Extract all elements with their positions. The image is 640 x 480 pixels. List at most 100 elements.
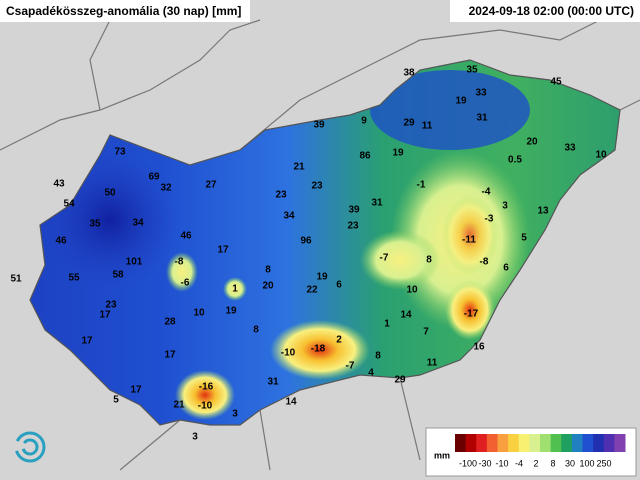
station-value: 3: [502, 201, 508, 212]
station-value: 10: [595, 150, 607, 161]
station-value: 22: [306, 285, 318, 296]
station-value: 29: [394, 375, 406, 386]
title-box: [0, 0, 250, 22]
station-value: -10: [198, 401, 213, 412]
station-value: 7: [423, 327, 429, 338]
station-value: 17: [99, 310, 111, 321]
station-value: 10: [193, 308, 205, 319]
station-value: 46: [55, 236, 67, 247]
station-value: 10: [406, 285, 418, 296]
station-value: 4: [368, 368, 374, 379]
station-value: -16: [199, 382, 214, 393]
legend-swatch: [518, 434, 530, 452]
timestamp: 2024-09-18 02:00 (00:00 UTC): [469, 4, 634, 18]
station-value: -8: [175, 257, 184, 268]
station-value: 69: [148, 172, 160, 183]
station-value: 3: [232, 409, 238, 420]
station-value: 29: [403, 118, 415, 129]
station-value: 23: [275, 190, 287, 201]
station-value: -7: [380, 253, 389, 264]
legend-label: -10: [495, 458, 508, 468]
station-value: 35: [466, 65, 478, 76]
station-value: 31: [476, 113, 488, 124]
station-value: 3: [192, 432, 198, 443]
station-value: 58: [112, 270, 124, 281]
station-value: 39: [348, 205, 360, 216]
legend-swatch: [593, 434, 605, 452]
station-value: 11: [427, 358, 438, 369]
station-value: 31: [267, 377, 279, 388]
station-value: 27: [205, 180, 217, 191]
station-value: 8: [375, 351, 381, 362]
title: Csapadékösszeg-anomália (30 nap) [mm]: [6, 4, 241, 18]
legend-label: 30: [565, 458, 575, 468]
station-value: 19: [316, 272, 328, 283]
legend-swatch: [455, 434, 467, 452]
legend-label: -30: [478, 458, 491, 468]
station-value: 23: [347, 221, 359, 232]
station-value: 96: [300, 236, 312, 247]
station-value: 33: [564, 143, 576, 154]
legend-swatch: [571, 434, 583, 452]
station-value: 21: [293, 162, 305, 173]
station-value: 6: [336, 280, 342, 291]
station-value: -17: [464, 309, 479, 320]
station-value: 43: [53, 179, 65, 190]
station-value: 5: [521, 233, 527, 244]
station-value: 17: [81, 336, 93, 347]
timestamp-box: [450, 0, 640, 22]
station-value: 45: [550, 77, 562, 88]
station-value: 46: [180, 231, 192, 242]
legend-swatch: [508, 434, 520, 452]
logo: [14, 431, 46, 463]
station-value: 32: [160, 183, 172, 194]
station-value: -8: [480, 257, 489, 268]
legend-swatch: [582, 434, 594, 452]
legend-swatch: [540, 434, 552, 452]
legend-swatch: [486, 434, 498, 452]
station-value: -18: [311, 344, 326, 355]
legend-swatch: [614, 434, 626, 452]
station-value: 86: [359, 151, 371, 162]
legend-label: -4: [515, 458, 523, 468]
legend-label: -100: [459, 458, 477, 468]
station-value: 19: [455, 96, 467, 107]
station-value: 17: [217, 245, 229, 256]
station-value: 14: [400, 310, 412, 321]
station-value: -4: [482, 187, 491, 198]
legend-swatch: [497, 434, 509, 452]
station-value: 31: [371, 198, 383, 209]
station-value: 73: [114, 147, 126, 158]
station-value: 23: [311, 181, 323, 192]
station-value: 8: [426, 255, 432, 266]
legend-swatch: [603, 434, 615, 452]
station-value: -7: [346, 361, 355, 372]
station-value: 19: [225, 306, 237, 317]
station-value: 38: [403, 68, 415, 79]
station-value: -1: [417, 180, 426, 191]
station-value: -6: [181, 278, 190, 289]
legend-swatch: [529, 434, 541, 452]
station-value: -10: [281, 348, 296, 359]
station-value: 14: [285, 397, 297, 408]
station-value: 21: [173, 400, 185, 411]
station-value: 20: [262, 281, 274, 292]
station-value: 9: [361, 116, 367, 127]
station-value: 19: [392, 148, 404, 159]
station-value: 8: [253, 325, 259, 336]
station-value: 35: [89, 219, 101, 230]
station-value: 101: [126, 257, 143, 268]
station-value: 16: [473, 342, 485, 353]
station-value: 1: [384, 319, 390, 330]
station-value: 2: [336, 335, 342, 346]
station-value: 54: [63, 199, 75, 210]
station-value: 1: [232, 284, 238, 295]
station-value: 39: [313, 120, 325, 131]
legend-unit: mm: [434, 450, 450, 460]
station-value: 23: [105, 300, 117, 311]
station-value: 17: [164, 350, 176, 361]
station-value: 8: [265, 265, 271, 276]
legend-swatch: [550, 434, 562, 452]
